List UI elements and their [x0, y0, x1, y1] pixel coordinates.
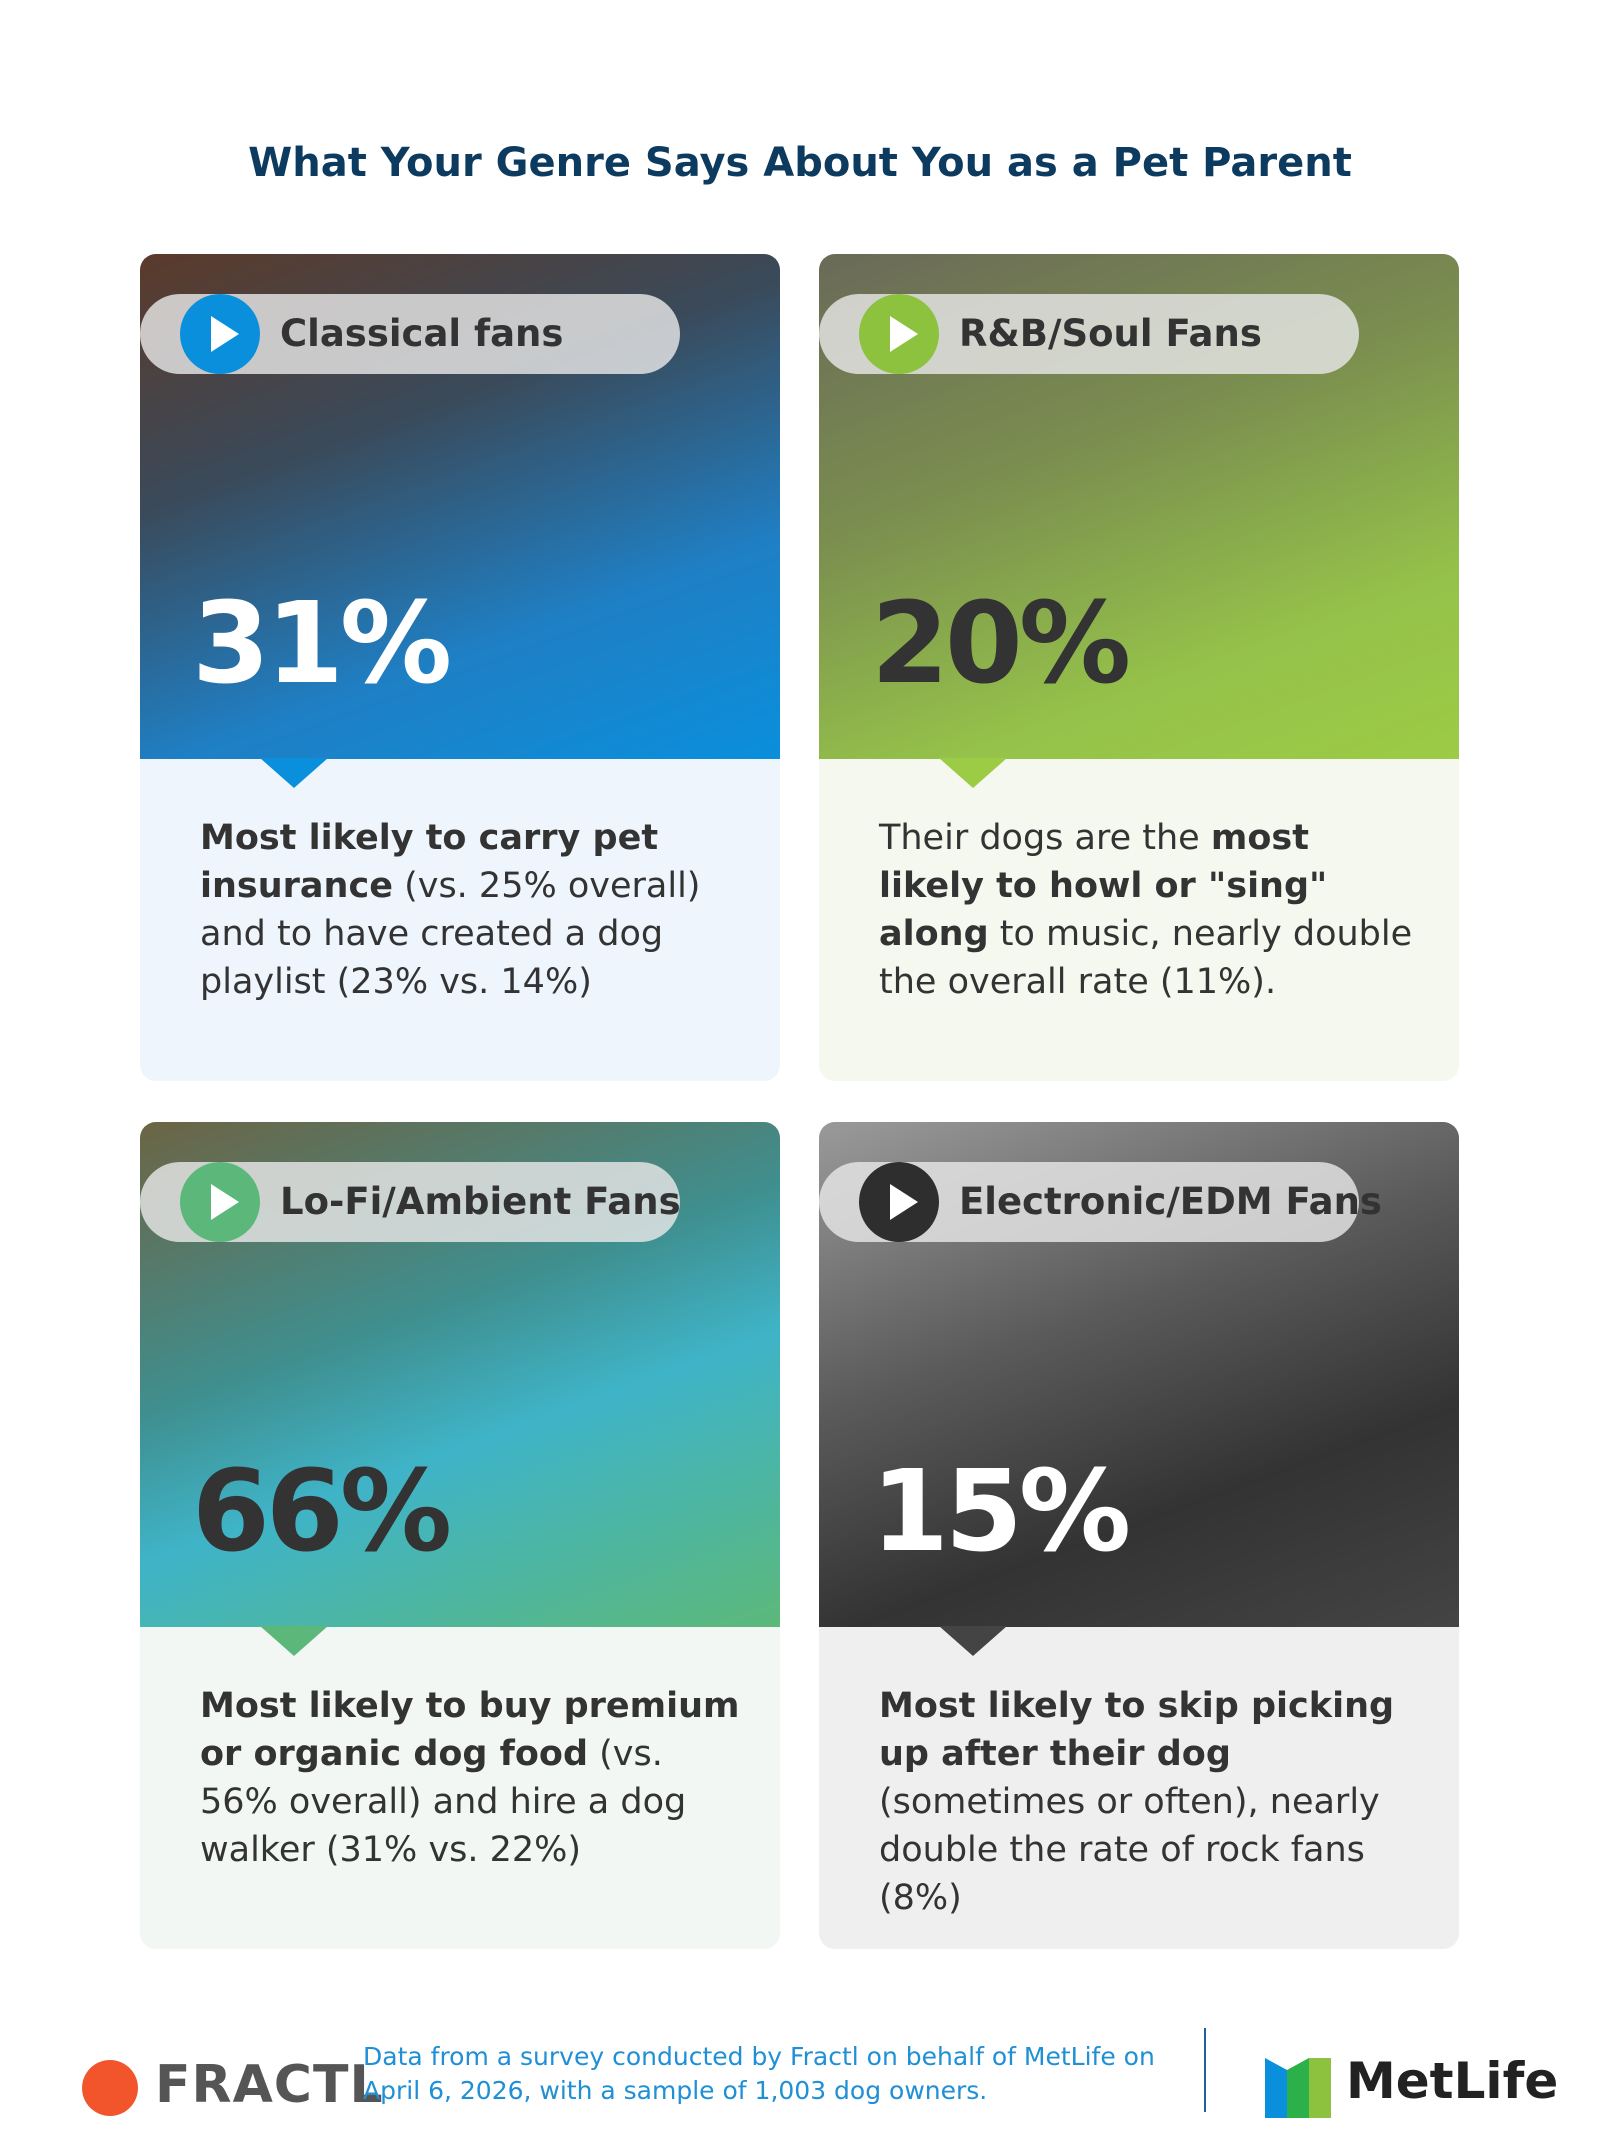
note-line: April 6, 2026, with a sample of 1,003 do…	[363, 2076, 988, 2105]
description: Most likely to carry pet insurance (vs. …	[200, 814, 740, 1006]
play-icon	[180, 1162, 260, 1242]
description: Most likely to buy premium or organic do…	[200, 1682, 740, 1874]
description-part: Most likely to skip picking up after the…	[879, 1686, 1395, 1774]
play-icon	[859, 1162, 939, 1242]
fractl-icon	[82, 2060, 138, 2116]
play-icon	[180, 294, 260, 374]
description-part: (sometimes or often), nearly double the …	[879, 1782, 1380, 1918]
description-part: Their dogs are the	[879, 818, 1211, 858]
description-part: to music, nearly double the overall rate…	[879, 914, 1413, 1002]
label-pill: Classical fans	[140, 294, 680, 374]
card-label: R&B/Soul Fans	[959, 312, 1262, 355]
card-label: Classical fans	[280, 312, 564, 355]
stat: 66%	[192, 1447, 452, 1577]
description-part: (vs. 25% overall) and to have created a …	[200, 866, 701, 1002]
description-part: (vs. 56% overall) and hire a dog walker …	[200, 1734, 687, 1870]
card: Lo-Fi/Ambient Fans 66% Most likely to buy …	[140, 1122, 780, 1949]
card: Classical fans 31% Most likely to carry pe…	[140, 254, 780, 1081]
card-label: Lo-Fi/Ambient Fans	[280, 1180, 681, 1223]
notch	[260, 758, 328, 788]
description-part: Most likely to carry pet insurance	[200, 818, 659, 906]
stat: 15%	[871, 1447, 1131, 1577]
description: Their dogs are the most likely to howl o…	[879, 814, 1419, 1006]
note-line: Data from a survey conducted by Fractl o…	[363, 2042, 1155, 2071]
notch	[939, 1626, 1007, 1656]
footer-note: Data from a survey conducted by Fractl o…	[363, 2040, 1155, 2108]
description-part: Most likely to buy premium or organic do…	[200, 1686, 740, 1774]
description: Most likely to skip picking up after the…	[879, 1682, 1419, 1922]
title: What Your Genre Says About You as a Pet …	[248, 140, 1352, 186]
description-part: most likely to howl or "sing" along	[879, 818, 1328, 954]
brand-right: MetLife	[1346, 2052, 1559, 2110]
card-label: Electronic/EDM Fans	[959, 1180, 1382, 1223]
stat: 31%	[192, 579, 452, 709]
stat: 20%	[871, 579, 1131, 709]
divider	[1204, 2028, 1206, 2112]
brand-left: FRACTL	[155, 2055, 384, 2115]
notch	[260, 1626, 328, 1656]
label-pill: R&B/Soul Fans	[819, 294, 1359, 374]
play-icon	[859, 294, 939, 374]
card: R&B/Soul Fans 20% Their dogs are the most …	[819, 254, 1459, 1081]
notch	[939, 758, 1007, 788]
card: Electronic/EDM Fans 15% Most likely to ski…	[819, 1122, 1459, 1949]
label-pill: Electronic/EDM Fans	[819, 1162, 1382, 1242]
metlife-icon	[1265, 2058, 1331, 2118]
label-pill: Lo-Fi/Ambient Fans	[140, 1162, 681, 1242]
